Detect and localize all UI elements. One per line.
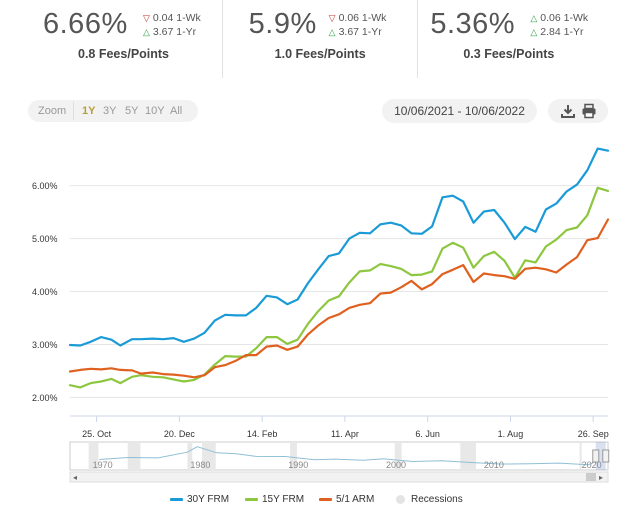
navigator-tick-label: 2020 xyxy=(582,460,602,470)
yearly-change: △ 3.67 1-Yr xyxy=(328,26,382,38)
zoom-label: Zoom xyxy=(38,105,67,117)
x-tick-label: 11. Apr xyxy=(331,429,359,439)
x-tick-label: 20. Dec xyxy=(164,429,196,439)
x-tick-label: 1. Aug xyxy=(498,429,524,439)
range-navigator: 1970 1980 1990 2000 2010 2020 ◂ ▸ xyxy=(69,441,610,483)
y-tick-label: 5.00% xyxy=(32,234,58,244)
weekly-change: ▽ 0.06 1-Wk xyxy=(328,12,387,24)
fees-points: 1.0 Fees/Points xyxy=(274,47,366,61)
legend-label: Recessions xyxy=(411,494,463,505)
navigator-left-handle xyxy=(592,449,600,463)
legend-5-1-arm[interactable]: 5/1 ARM xyxy=(319,494,374,505)
navigator-series xyxy=(99,446,599,466)
zoom-3y-button[interactable]: 3Y xyxy=(103,105,117,117)
recession-band xyxy=(127,442,141,470)
arrow-down-icon: ▽ xyxy=(143,13,150,23)
navigator-tick-label: 2010 xyxy=(484,460,504,470)
series-line-5-1-arm xyxy=(68,218,610,379)
zoom-5y-button[interactable]: 5Y xyxy=(125,105,139,117)
x-tick-label: 26. Sep xyxy=(578,429,609,439)
download-icon[interactable] xyxy=(560,103,576,119)
navigator-tick-label: 1980 xyxy=(190,460,210,470)
x-tick-label: 25. Oct xyxy=(82,429,112,439)
recession-band xyxy=(394,442,402,470)
y-tick-label: 3.00% xyxy=(32,340,58,350)
legend-30y-frm[interactable]: 30Y FRM xyxy=(170,494,229,505)
series-line-30y-frm xyxy=(68,147,610,347)
weekly-change: ▽ 0.04 1-Wk xyxy=(143,12,201,24)
zoom-1y-button[interactable]: 1Y xyxy=(82,105,96,117)
recession-band xyxy=(460,442,476,470)
navigator-tick-label: 1970 xyxy=(93,460,113,470)
scroll-right-icon: ▸ xyxy=(599,473,603,482)
arrow-up-icon: △ xyxy=(143,27,150,37)
yearly-change: △ 2.84 1-Yr xyxy=(530,26,584,38)
legend-label: 30Y FRM xyxy=(187,494,230,505)
navigator-tick-label: 1990 xyxy=(288,460,308,470)
navigator-frame xyxy=(69,441,609,471)
rate-card-15y: 5.9% ▽ 0.06 1-Wk △ 3.67 1-Yr 1.0 Fees/Poin… xyxy=(223,0,419,78)
chart-legend: 30Y FRM 15Y FRM 5/1 ARM Recessions xyxy=(0,494,640,510)
zoom-10y-button[interactable]: 10Y xyxy=(145,105,165,117)
arrow-down-icon: ▽ xyxy=(328,13,336,23)
rate-card-30y: 6.66% ▽ 0.04 1-Wk △ 3.67 1-Yr 0.8 Fees/Poi… xyxy=(0,0,223,78)
rate-summary: 6.66% ▽ 0.04 1-Wk △ 3.67 1-Yr 0.8 Fees/Poi… xyxy=(0,0,640,78)
arrow-up-icon: △ xyxy=(530,27,538,37)
rate-value: 5.9% xyxy=(248,8,317,40)
legend-recessions[interactable]: Recessions xyxy=(396,494,463,505)
legend-label: 15Y FRM xyxy=(262,494,305,505)
series-line-15y-frm xyxy=(68,186,610,389)
yearly-change: △ 3.67 1-Yr xyxy=(143,26,197,38)
navigator-selection xyxy=(595,442,606,470)
scroll-left-icon: ◂ xyxy=(73,473,77,482)
x-tick-label: 6. Jun xyxy=(415,429,440,439)
recession-band xyxy=(187,442,193,470)
y-tick-label: 2.00% xyxy=(32,393,58,403)
legend-line xyxy=(319,498,332,501)
fees-points: 0.8 Fees/Points xyxy=(78,47,170,61)
zoom-selector: Zoom 1Y 3Y 5Y 10Y All xyxy=(28,100,198,122)
rate-card-arm: 5.36% △ 0.06 1-Wk △ 2.84 1-Yr 0.3 Fees/Poi… xyxy=(418,0,640,78)
zoom-divider xyxy=(73,102,74,120)
weekly-change: △ 0.06 1-Wk xyxy=(530,12,589,24)
recession-band xyxy=(579,442,582,470)
fees-points: 0.3 Fees/Points xyxy=(463,47,555,61)
mortgage-rates-chart: 2.00% 3.00% 4.00% 5.00% 6.00% 25. Oct 20. Dec… xyxy=(32,147,610,483)
date-range[interactable]: 10/06/2021 - 10/06/2022 xyxy=(382,99,537,123)
legend-dot xyxy=(396,495,405,504)
print-icon[interactable] xyxy=(581,103,597,119)
chart-tools xyxy=(548,99,608,123)
y-tick-label: 4.00% xyxy=(32,287,58,297)
recession-band xyxy=(88,442,99,470)
zoom-all-button[interactable]: All xyxy=(170,105,183,117)
legend-15y-frm[interactable]: 15Y FRM xyxy=(245,494,304,505)
arrow-up-icon: △ xyxy=(328,27,336,37)
legend-line xyxy=(170,498,183,501)
rate-value: 5.36% xyxy=(430,8,516,40)
navigator-scroll-thumb xyxy=(586,473,596,481)
navigator-tick-label: 2000 xyxy=(386,460,406,470)
arrow-up-icon: △ xyxy=(530,13,538,23)
recession-band xyxy=(290,442,297,470)
rate-value: 6.66% xyxy=(43,8,128,40)
x-tick-label: 14. Feb xyxy=(247,429,278,439)
navigator-scrollbar xyxy=(69,471,609,483)
y-tick-label: 6.00% xyxy=(32,181,58,191)
navigator-right-handle xyxy=(602,449,610,463)
legend-label: 5/1 ARM xyxy=(336,494,375,505)
legend-line xyxy=(245,498,258,501)
